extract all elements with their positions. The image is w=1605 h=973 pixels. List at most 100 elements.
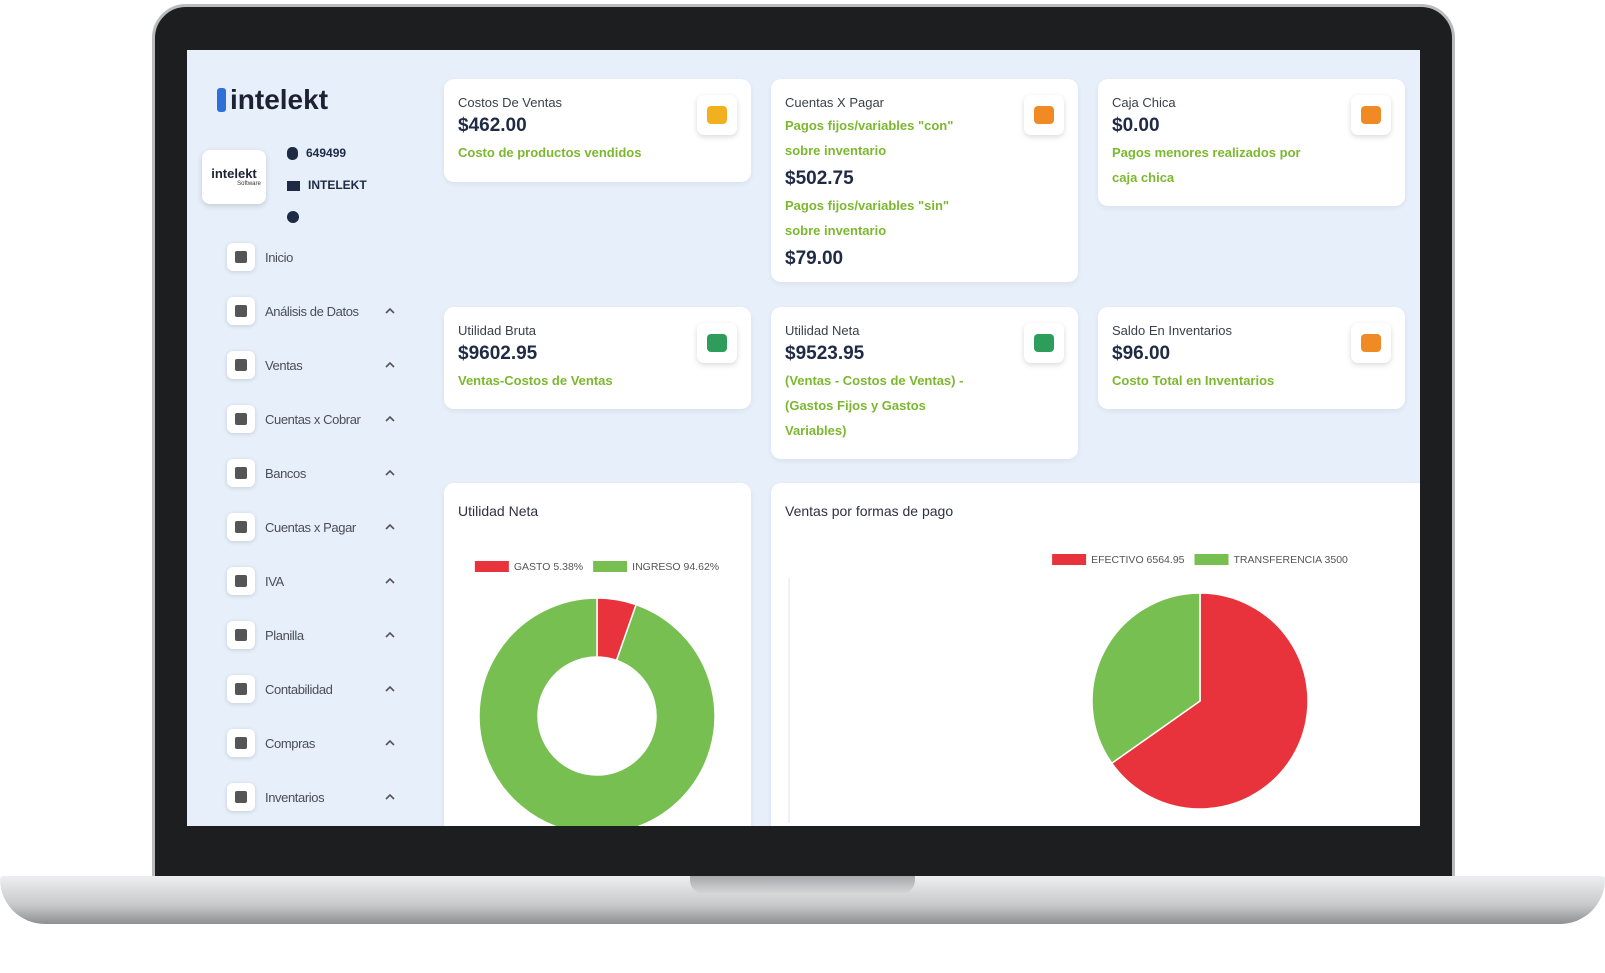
menu-label: Inventarios: [265, 789, 325, 805]
menu-glyph: [235, 413, 247, 425]
menu-label: Bancos: [265, 465, 306, 481]
menu-item[interactable]: Inicio: [227, 241, 385, 273]
card-description: Pagos fijos/variables "sin" sobre invent…: [785, 198, 950, 238]
avatar-subtext: Software: [237, 181, 261, 187]
screen: intelekt intelekt Software 649499 INTELE…: [187, 50, 1420, 826]
menu-label: Inicio: [265, 249, 293, 265]
card-title: Caja Chica: [1112, 95, 1176, 110]
card-icon: [1024, 95, 1064, 135]
card-amount: $79.00: [785, 248, 844, 269]
legend: EFECTIVO 6564.95 TRANSFERENCIA 3500: [1052, 554, 1348, 566]
chevron: [385, 362, 395, 368]
card-description: Pagos fijos/variables "con" sobre invent…: [785, 118, 954, 158]
menu-icon: [227, 459, 255, 487]
menu-label: Contabilidad: [265, 681, 333, 697]
account-id-text: 649499: [306, 146, 347, 160]
chevron-path: [385, 794, 395, 800]
card-icon-glyph: [1034, 334, 1054, 352]
card-icon-glyph: [707, 334, 727, 352]
logo-mark: [217, 88, 226, 112]
legend-value: 3500: [1325, 554, 1349, 566]
legend-value: 6564.95: [1147, 554, 1185, 566]
card-title: Costos De Ventas: [458, 95, 563, 110]
menu-label: Cuentas x Cobrar: [265, 411, 361, 427]
legend-label: INGRESO 94.62%: [632, 561, 719, 573]
card-icon-glyph: [1034, 106, 1054, 124]
menu-item[interactable]: Análisis de Datos: [227, 295, 395, 327]
menu-icon: [227, 351, 255, 379]
legend-category: EFECTIVO: [1091, 554, 1144, 566]
slice: [1091, 592, 1201, 765]
company: INTELEKT: [287, 178, 367, 192]
card-description: Ventas-Costos de Ventas: [458, 373, 613, 388]
menu-item[interactable]: Inventarios: [227, 781, 395, 813]
menu-glyph: [235, 521, 247, 533]
menu-glyph: [235, 791, 247, 803]
chevron: [385, 416, 395, 422]
chart-card: Utilidad Neta GASTO 5.38% INGRESO 94.62%: [444, 483, 751, 826]
card: Costos De Ventas $462.00 Costo de producto…: [444, 79, 751, 182]
menu-icon: [227, 567, 255, 595]
card: Cuentas X Pagar Pagos fijos/variables "co…: [771, 79, 1078, 282]
card-icon: [1024, 323, 1064, 363]
card-amount: $502.75: [785, 168, 854, 189]
chevron: [385, 578, 395, 584]
card-title: Saldo En Inventarios: [1112, 323, 1232, 338]
menu-item[interactable]: Ventas: [227, 349, 395, 381]
menu-label: IVA: [265, 573, 284, 589]
card: Caja Chica $0.00 Pagos menores realizados …: [1098, 79, 1405, 206]
menu-icon: [227, 729, 255, 757]
menu-glyph: [235, 575, 247, 587]
card-title: Utilidad Neta: [785, 323, 860, 338]
chevron-path: [385, 416, 395, 422]
menu-item[interactable]: Contabilidad: [227, 673, 395, 705]
card: Saldo En Inventarios $96.00 Costo Total en…: [1098, 307, 1405, 409]
avatar: intelekt Software: [202, 150, 266, 204]
menu-item[interactable]: IVA: [227, 565, 395, 597]
card-title: Cuentas X Pagar: [785, 95, 885, 110]
laptop-notch: [690, 876, 915, 894]
chevron: [385, 632, 395, 638]
legend-category: TRANSFERENCIA: [1234, 554, 1323, 566]
legend-label: TRANSFERENCIA 3500: [1234, 554, 1349, 566]
chevron-path: [385, 632, 395, 638]
card-amount: $96.00: [1112, 343, 1171, 364]
menu-icon: [227, 513, 255, 541]
account-id: 649499: [287, 146, 347, 161]
chevron: [385, 308, 395, 314]
card-icon: [1351, 95, 1391, 135]
card-title: Utilidad Bruta: [458, 323, 537, 338]
legend-label: EFECTIVO 6564.95: [1091, 554, 1185, 566]
legend-value: 5.38%: [553, 561, 583, 573]
chevron-path: [385, 740, 395, 746]
slice: [1110, 592, 1309, 810]
chart-title: Utilidad Neta: [458, 503, 539, 519]
menu-item[interactable]: Cuentas x Pagar: [227, 511, 395, 543]
menu-item[interactable]: Bancos: [227, 457, 395, 489]
menu-label: Ventas: [265, 357, 303, 373]
chevron-path: [385, 686, 395, 692]
legend-swatch: [1194, 554, 1229, 565]
menu-item[interactable]: Compras: [227, 727, 395, 759]
menu-glyph: [235, 305, 247, 317]
chart: GASTO 5.38% INGRESO 94.62%: [474, 561, 719, 826]
menu-item[interactable]: Cuentas x Cobrar: [227, 403, 395, 435]
chevron-path: [385, 578, 395, 584]
logo-text: intelekt: [230, 84, 329, 115]
card-description: Costo Total en Inventarios: [1112, 373, 1275, 388]
chevron: [385, 740, 395, 746]
slice: [478, 597, 716, 826]
menu-glyph: [235, 251, 247, 263]
legend-swatch: [593, 561, 628, 572]
logo: intelekt: [217, 84, 328, 116]
card-amount: $0.00: [1112, 115, 1160, 136]
chevron: [385, 470, 395, 476]
company-text: INTELEKT: [308, 178, 367, 192]
menu-glyph: [235, 467, 247, 479]
menu-item[interactable]: Planilla: [227, 619, 395, 651]
menu-icon: [227, 783, 255, 811]
chevron: [385, 524, 395, 530]
chevron-path: [385, 524, 395, 530]
card-icon-glyph: [1361, 106, 1381, 124]
legend-swatch: [474, 561, 509, 572]
